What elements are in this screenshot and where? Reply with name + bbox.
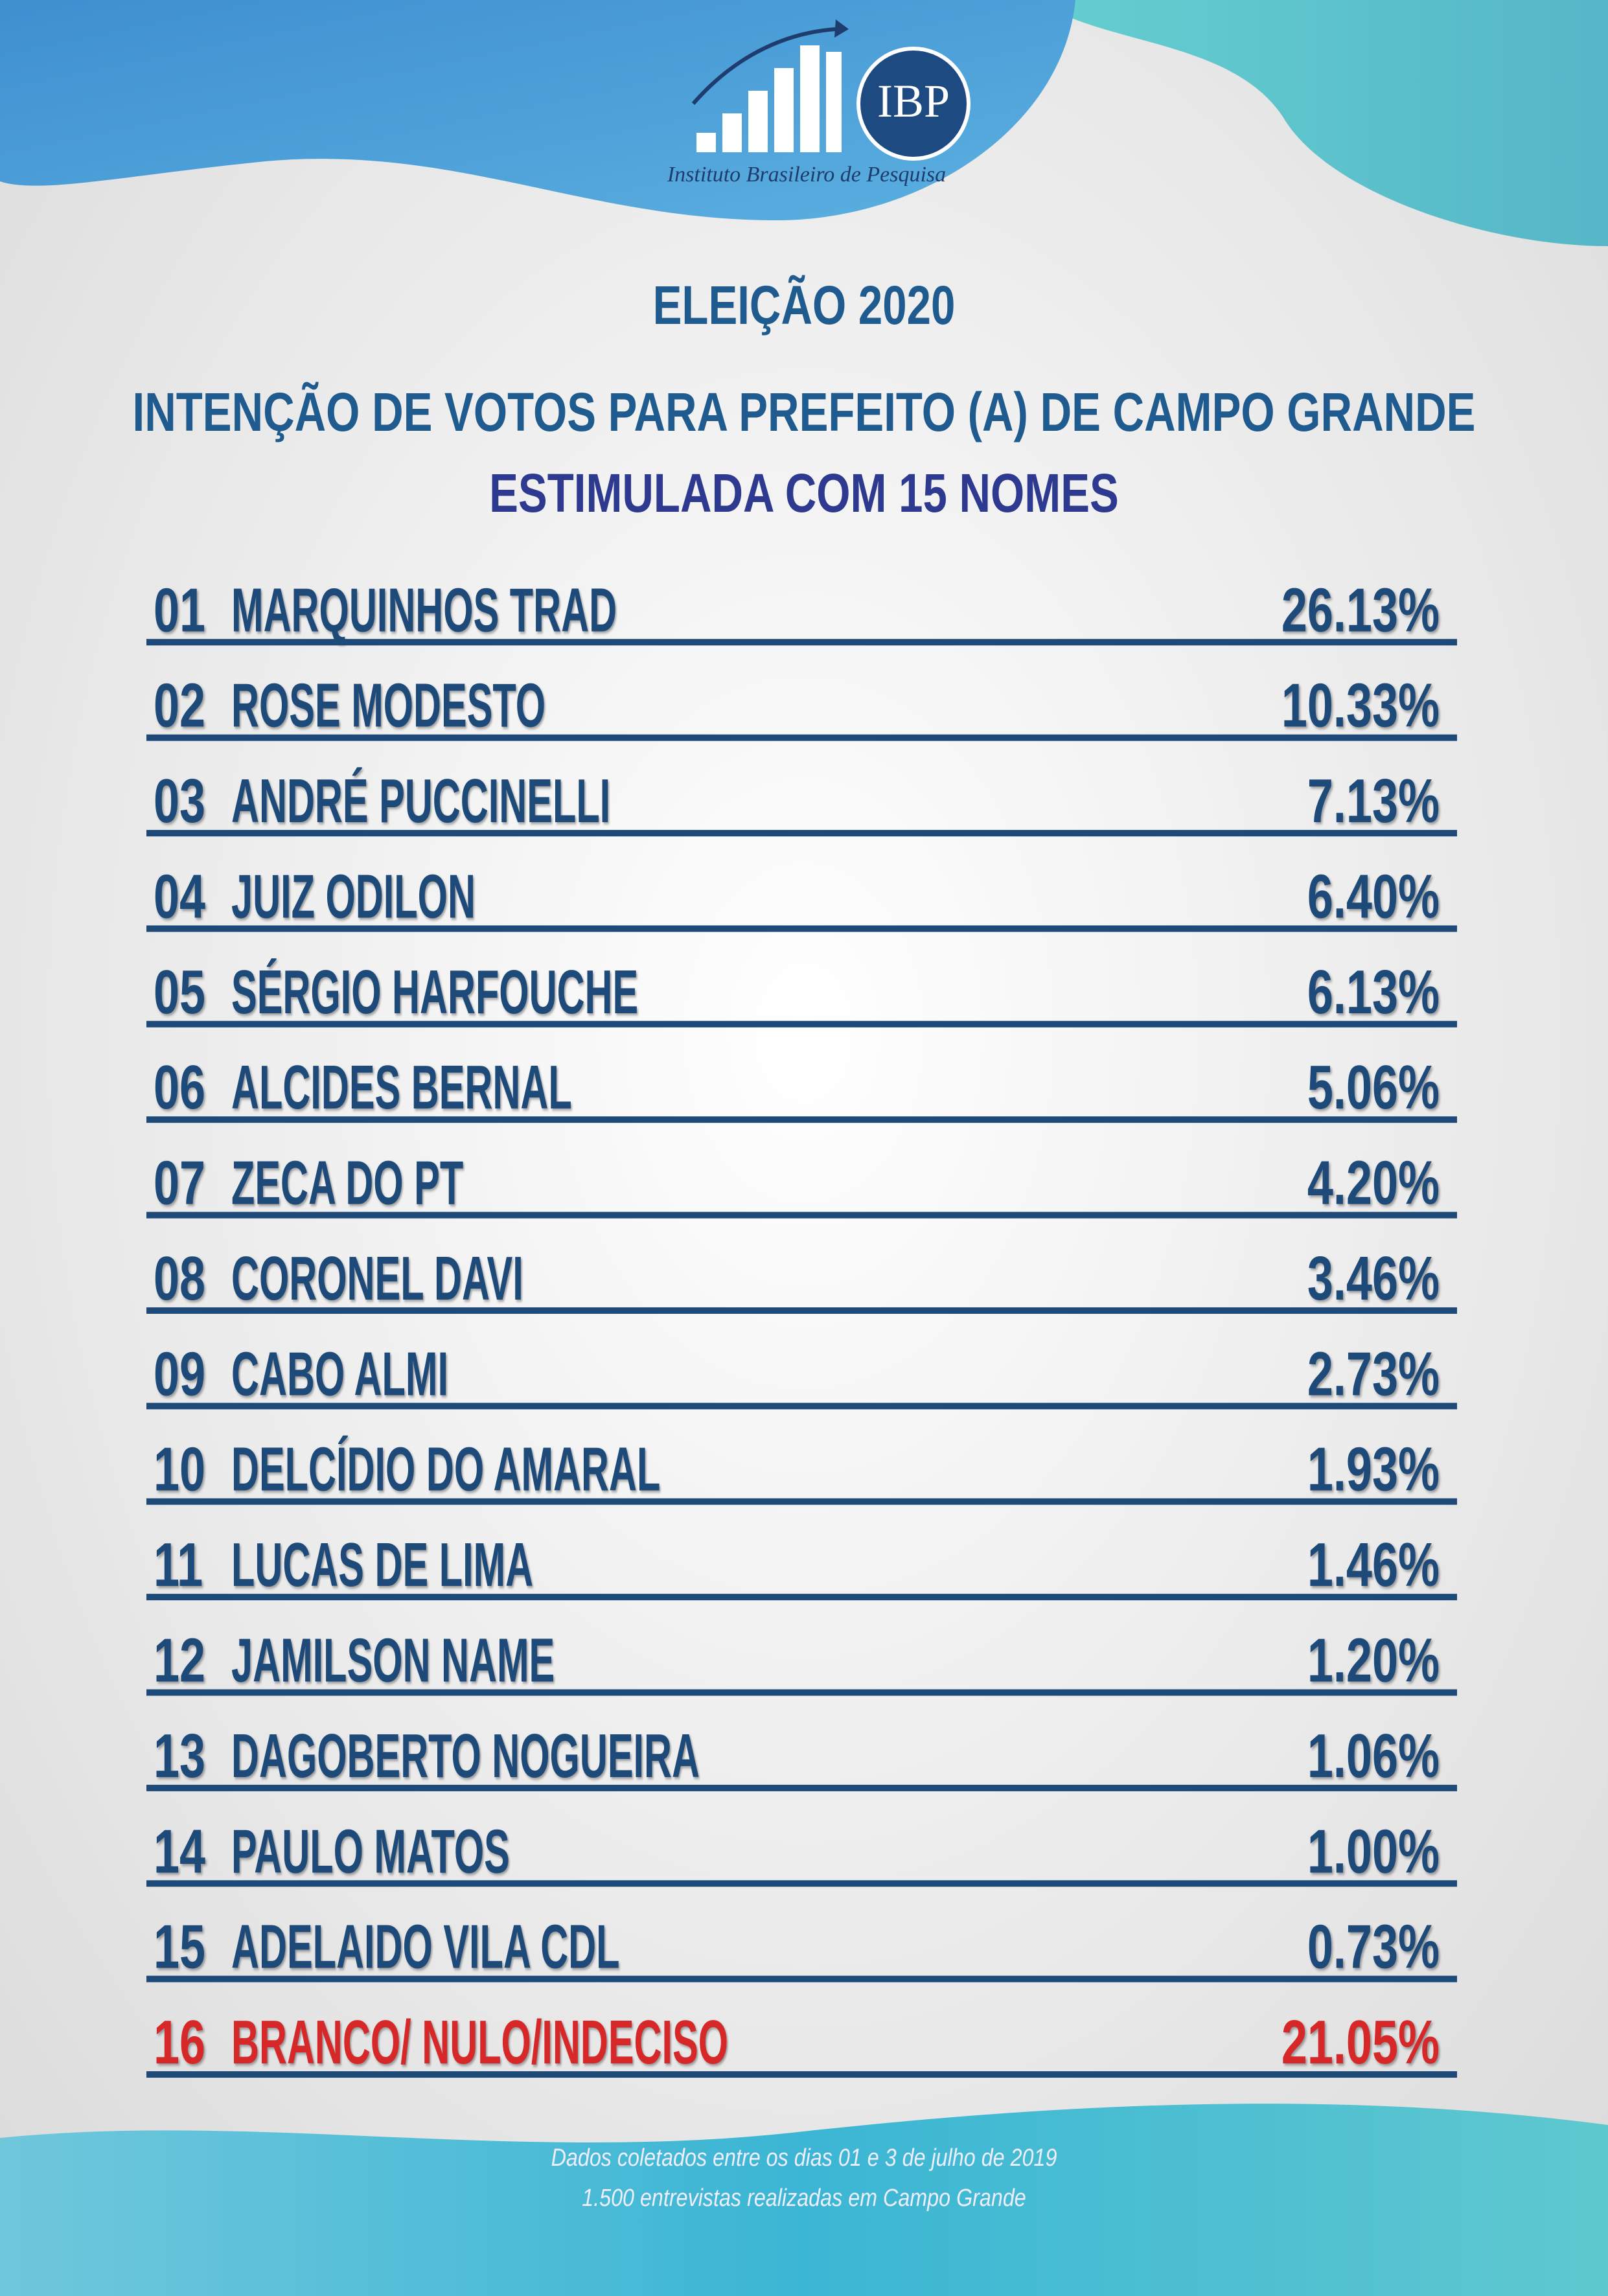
row-divider [146, 1880, 1457, 1887]
row-value: 21.05% [1281, 2007, 1440, 2076]
row-name: JAMILSON NAME [231, 1625, 555, 1695]
row-name: CORONEL DAVI [231, 1243, 523, 1313]
footer-line: Dados coletados entre os dias 01 e 3 de … [551, 2144, 1057, 2172]
subtitle2: ESTIMULADA COM 15 NOMES [489, 463, 1119, 524]
logo-caption: Instituto Brasileiro de Pesquisa [667, 163, 946, 187]
row-number: 02 [154, 671, 205, 740]
row-name: ANDRÉ PUCCINELLI [231, 766, 610, 836]
row-divider [146, 1784, 1457, 1791]
row-value: 0.73% [1307, 1912, 1440, 1981]
row-value: 26.13% [1281, 575, 1440, 644]
footer-line: 1.500 entrevistas realizadas em Campo Gr… [582, 2185, 1026, 2212]
row-value: 10.33% [1281, 671, 1440, 740]
row-divider [146, 1307, 1457, 1314]
row-value: 2.73% [1307, 1338, 1440, 1408]
row-divider [146, 1020, 1457, 1027]
row-divider [146, 925, 1457, 932]
row-name: LUCAS DE LIMA [231, 1530, 533, 1600]
logo-text: IBP [877, 75, 950, 127]
row-name: ADELAIDO VILA CDL [231, 1912, 620, 1981]
row-name: ALCIDES BERNAL [231, 1053, 572, 1122]
title: ELEIÇÃO 2020 [653, 275, 956, 336]
row-divider [146, 1211, 1457, 1219]
row-divider [146, 1689, 1457, 1696]
logo: IBP Instituto Brasileiro de Pesquisa [667, 19, 971, 187]
row-divider [146, 734, 1457, 741]
row-number: 15 [154, 1912, 205, 1981]
row-number: 11 [154, 1530, 203, 1599]
row-number: 13 [154, 1721, 205, 1790]
row-divider [146, 2071, 1457, 2078]
row-name: DELCÍDIO DO AMARAL [231, 1434, 660, 1504]
subtitle: INTENÇÃO DE VOTOS PARA PREFEITO (A) DE C… [133, 382, 1476, 443]
row-value: 1.00% [1307, 1816, 1440, 1885]
row-number: 01 [154, 575, 205, 644]
row-divider [146, 1116, 1457, 1123]
row-name: SÉRGIO HARFOUCHE [231, 957, 638, 1026]
row-divider [146, 1498, 1457, 1505]
row-number: 07 [154, 1147, 205, 1217]
row-name: JUIZ ODILON [231, 862, 476, 931]
row-value: 6.40% [1307, 861, 1440, 930]
row-number: 03 [154, 766, 205, 835]
row-value: 5.06% [1307, 1052, 1440, 1121]
row-value: 7.13% [1307, 766, 1440, 835]
row-value: 3.46% [1307, 1243, 1440, 1313]
row-name: DAGOBERTO NOGUEIRA [231, 1721, 700, 1790]
top-right-wave [1037, 0, 1608, 246]
row-name: PAULO MATOS [231, 1817, 510, 1886]
row-divider [146, 830, 1457, 837]
row-value: 1.06% [1307, 1721, 1440, 1790]
row-number: 14 [154, 1816, 205, 1885]
row-divider [146, 1594, 1457, 1601]
row-value: 4.20% [1307, 1147, 1440, 1217]
bottom-wave [0, 2104, 1608, 2296]
row-number: 12 [154, 1625, 205, 1694]
row-divider [146, 1975, 1457, 1982]
row-number: 06 [154, 1052, 205, 1121]
row-number: 04 [154, 861, 205, 930]
row-value: 1.93% [1307, 1434, 1440, 1504]
row-name: CABO ALMI [231, 1339, 448, 1408]
row-name: BRANCO/ NULO/INDECISO [231, 2008, 728, 2077]
row-number: 08 [154, 1243, 205, 1313]
row-value: 6.13% [1307, 957, 1440, 1026]
rows: 01 MARQUINHOS TRAD 26.13% 02 ROSE MODESTO 10.… [146, 575, 1457, 2078]
row-number: 10 [154, 1434, 205, 1504]
row-name: MARQUINHOS TRAD [231, 575, 617, 645]
row-name: ROSE MODESTO [231, 671, 546, 740]
row-number: 05 [154, 957, 205, 1026]
row-value: 1.20% [1307, 1625, 1440, 1694]
row-number: 16 [154, 2007, 205, 2076]
row-number: 09 [154, 1338, 205, 1408]
row-value: 1.46% [1307, 1530, 1440, 1599]
row-divider [146, 639, 1457, 646]
row-divider [146, 1403, 1457, 1410]
row-name: ZECA DO PT [231, 1148, 463, 1217]
